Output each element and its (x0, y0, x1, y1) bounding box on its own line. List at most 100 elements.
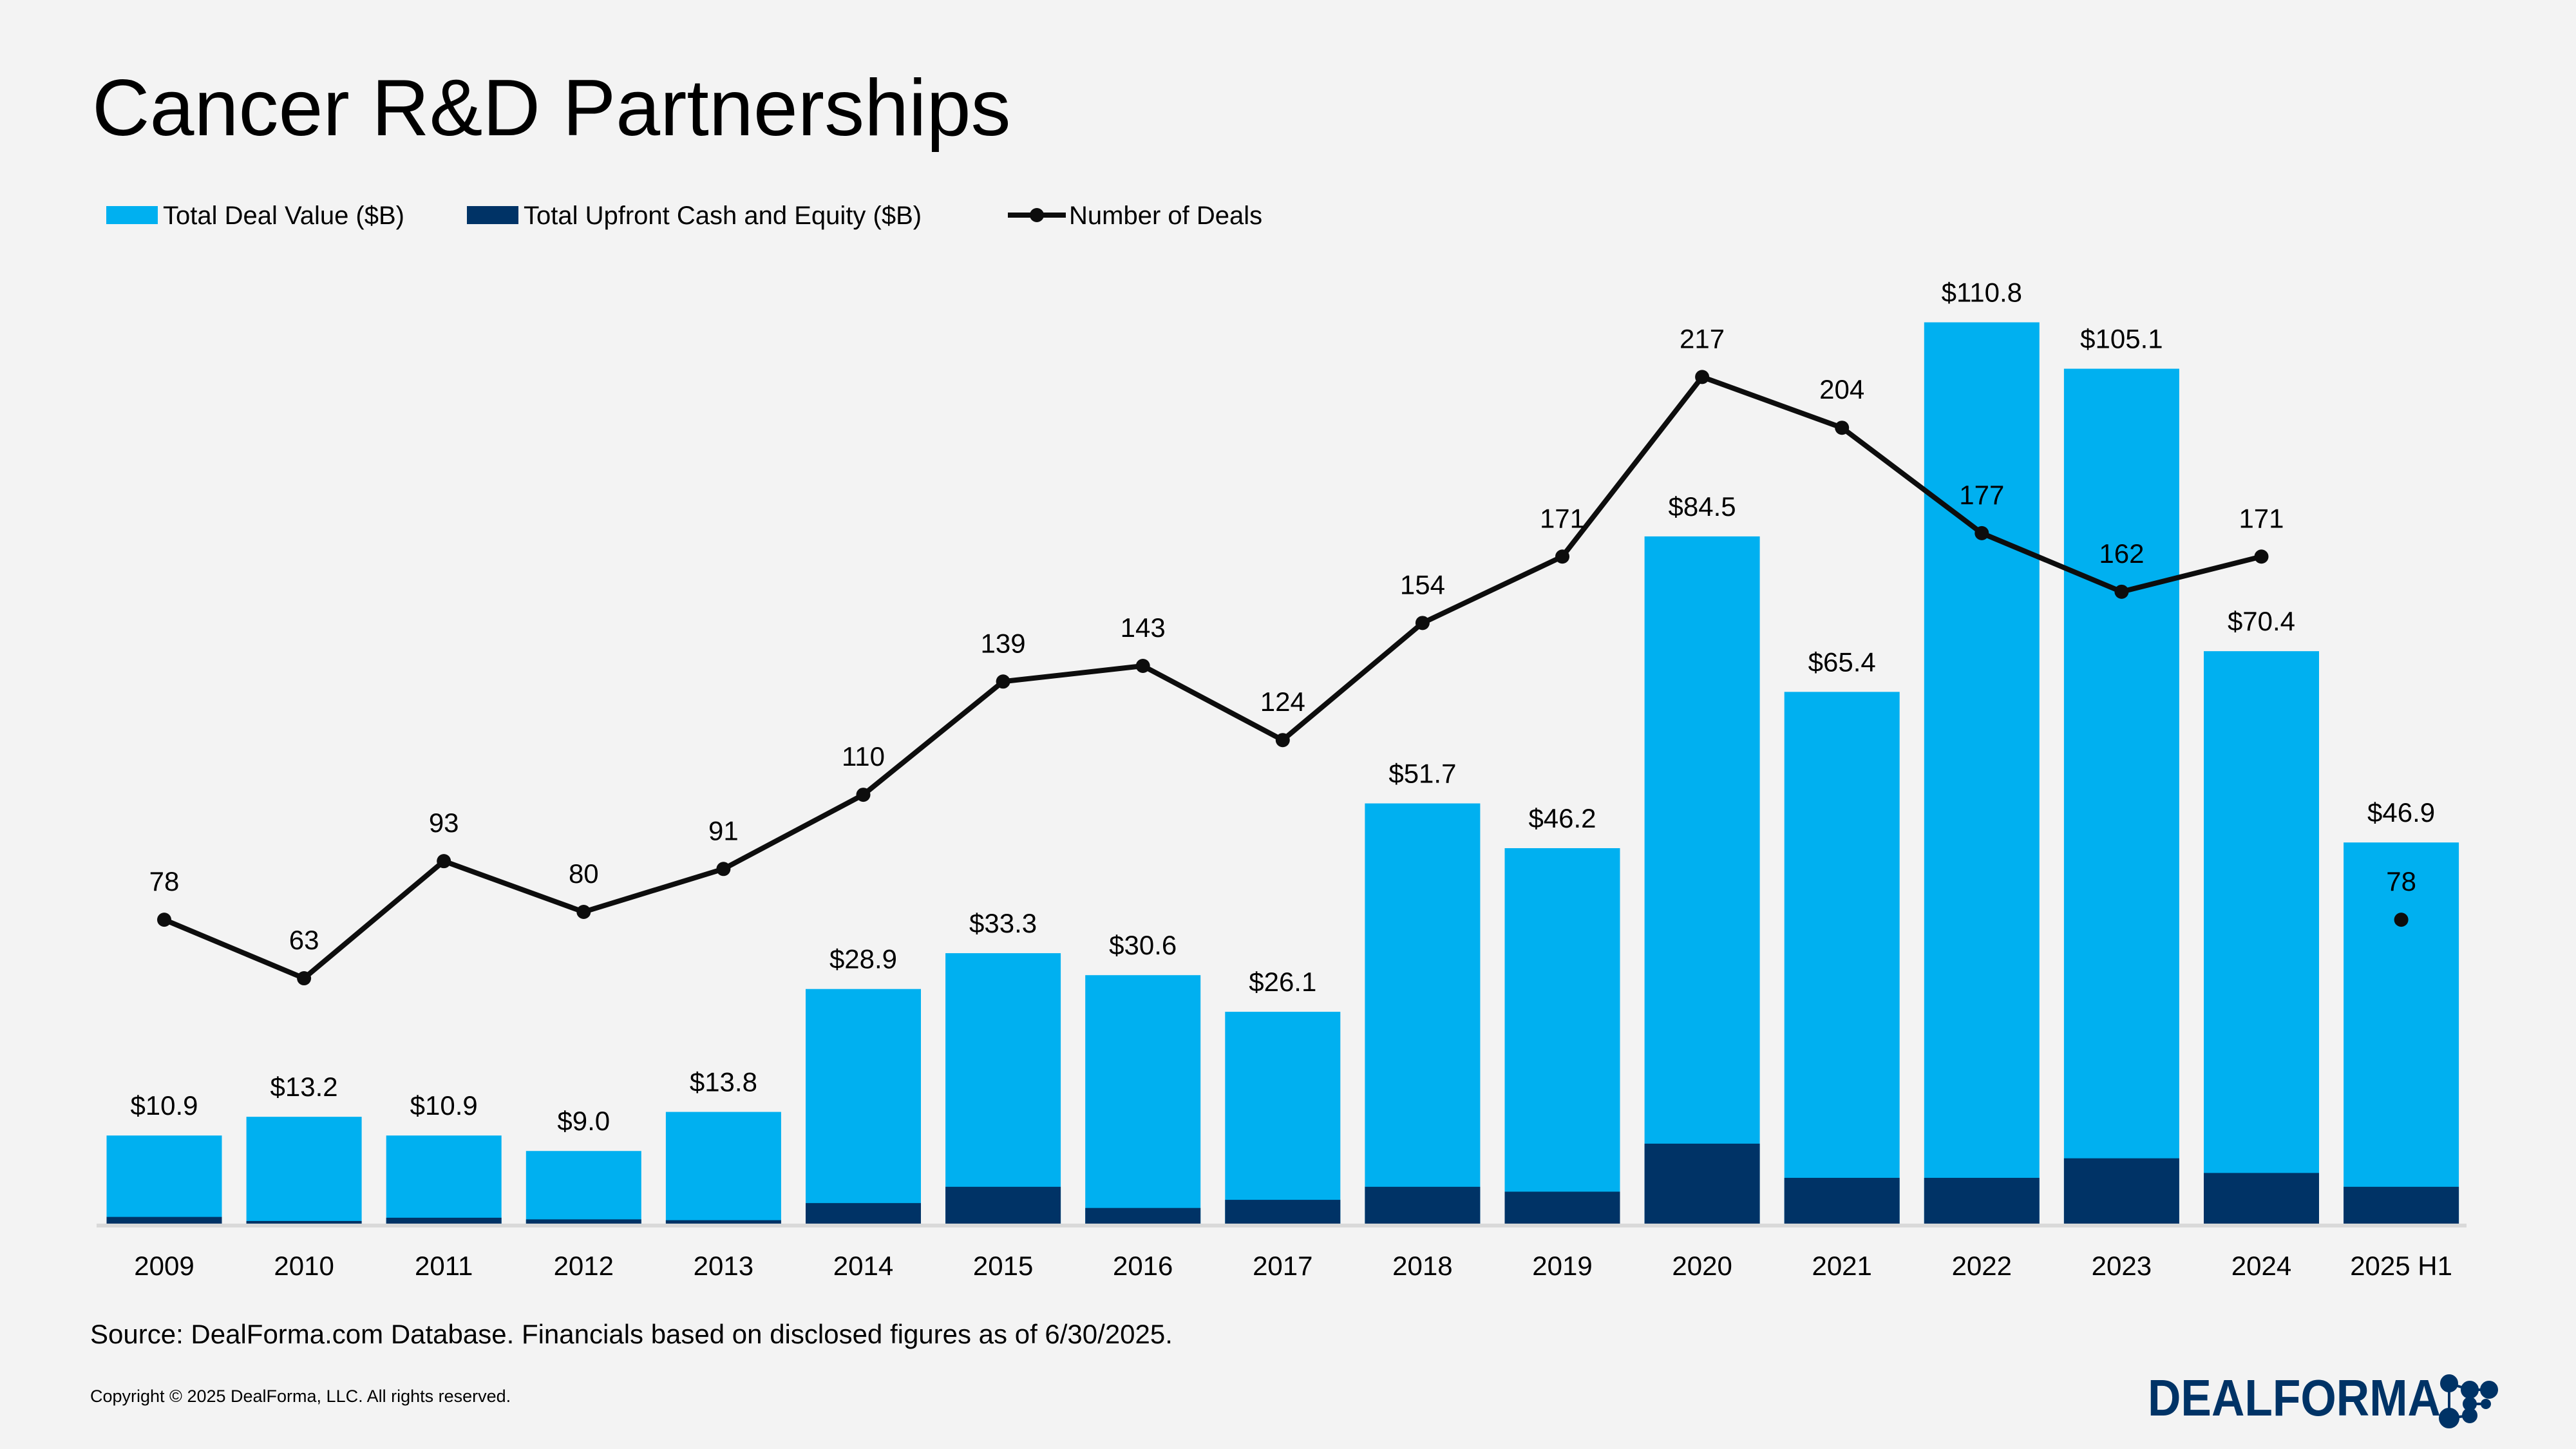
svg-text:DEALFORMA: DEALFORMA (2148, 1369, 2441, 1426)
deals-marker (1555, 549, 1569, 564)
data-label-value: $84.5 (1669, 491, 1736, 522)
legend-swatch-total-deal-value (106, 206, 158, 224)
x-tick-label: 2012 (554, 1251, 614, 1281)
bar-total-deal-value (1644, 536, 1760, 1224)
bar-upfront (2204, 1173, 2319, 1224)
bar-total-deal-value (1365, 803, 1481, 1224)
data-label-value: $110.8 (1942, 278, 2022, 308)
bar-total-deal-value (1085, 975, 1201, 1224)
data-label-deals: 143 (1121, 612, 1166, 643)
bar-total-deal-value (665, 1112, 781, 1224)
x-tick-label: 2010 (274, 1251, 334, 1281)
x-tick-label: 2015 (973, 1251, 1033, 1281)
x-tick-label: 2014 (833, 1251, 893, 1281)
data-label-value: $65.4 (1808, 647, 1876, 677)
x-tick-label: 2016 (1113, 1251, 1173, 1281)
labels: $10.9 2009 $13.2 2010 $10.9 2011 $9.0 2012 $13.8… (130, 278, 2452, 1281)
data-label-deals: 177 (1959, 480, 2004, 510)
bars (106, 322, 2459, 1225)
x-tick-label: 2011 (415, 1251, 473, 1281)
bar-upfront (2344, 1186, 2459, 1224)
data-label-deals: 154 (1400, 569, 1445, 600)
x-tick-label: 2025 H1 (2350, 1251, 2452, 1281)
data-label-deals: 78 (149, 866, 180, 896)
bar-upfront (246, 1220, 362, 1224)
data-label-deals: 63 (289, 925, 319, 955)
bar-total-deal-value (1225, 1012, 1341, 1224)
data-label-deals: 171 (1540, 503, 1585, 533)
bar-total-deal-value (806, 989, 921, 1224)
data-label-value: $28.9 (829, 944, 897, 974)
data-label-value: $51.7 (1388, 759, 1456, 789)
data-label-value: $13.8 (690, 1067, 757, 1097)
data-label-value: $13.2 (270, 1072, 338, 1102)
x-tick-label: 2023 (2092, 1251, 2152, 1281)
bar-upfront (1644, 1143, 1760, 1224)
data-label-deals: 78 (2386, 866, 2416, 896)
x-tick-label: 2019 (1532, 1251, 1592, 1281)
data-label-value: $46.9 (2367, 797, 2435, 828)
x-tick-label: 2018 (1392, 1251, 1452, 1281)
deals-marker (2254, 549, 2269, 564)
bar-total-deal-value (2204, 651, 2319, 1224)
legend-swatch-upfront (467, 206, 518, 224)
deals-line-group (157, 370, 2409, 986)
deals-marker (1975, 526, 1989, 540)
legend-label-total-deal-value: Total Deal Value ($B) (163, 202, 404, 230)
deals-marker (2114, 584, 2129, 599)
chart-title: Cancer R&D Partnerships (92, 64, 1011, 153)
bar-upfront (386, 1217, 502, 1224)
bar-total-deal-value (2344, 842, 2459, 1224)
bar-total-deal-value (1784, 692, 1900, 1224)
x-tick-label: 2020 (1672, 1251, 1732, 1281)
deals-marker (1415, 616, 1430, 630)
bar-total-deal-value (2063, 368, 2179, 1224)
bar-upfront (526, 1219, 641, 1224)
deals-marker (297, 971, 312, 986)
x-tick-label: 2009 (134, 1251, 194, 1281)
x-tick-label: 2013 (694, 1251, 753, 1281)
data-label-deals: 124 (1260, 687, 1305, 717)
data-label-deals: 139 (981, 628, 1026, 658)
deals-line (163, 374, 2262, 981)
deals-marker (1135, 659, 1150, 674)
copyright: Copyright © 2025 DealForma, LLC. All rig… (90, 1387, 511, 1406)
legend-swatch-deals-marker (1030, 208, 1044, 222)
bar-upfront (1504, 1191, 1620, 1224)
data-label-deals: 80 (569, 858, 599, 889)
x-tick-label: 2021 (1812, 1251, 1871, 1281)
data-label-deals: 204 (1819, 374, 1864, 404)
x-tick-label: 2017 (1253, 1251, 1312, 1281)
data-label-deals: 162 (2099, 538, 2144, 569)
bar-upfront (806, 1203, 921, 1224)
data-label-value: $26.1 (1249, 967, 1316, 997)
deals-marker (856, 788, 871, 802)
x-tick-label: 2022 (1952, 1251, 2012, 1281)
data-label-deals: 91 (708, 815, 739, 846)
deals-marker (996, 674, 1010, 689)
deals-marker (716, 862, 731, 876)
data-label-deals: 93 (429, 808, 459, 838)
data-label-value: $105.1 (2080, 324, 2163, 354)
bar-upfront (945, 1186, 1061, 1224)
bar-total-deal-value (526, 1151, 641, 1224)
bar-total-deal-value (1924, 322, 2040, 1225)
source-note: Source: DealForma.com Database. Financia… (90, 1319, 1173, 1349)
deals-marker (1275, 733, 1290, 748)
dealforma-logo: DEALFORMA (2148, 1369, 2498, 1428)
x-tick-label: 2024 (2231, 1251, 2291, 1281)
data-label-value: $9.0 (557, 1106, 610, 1136)
deals-marker (1695, 370, 1710, 384)
bar-upfront (2063, 1158, 2179, 1224)
bar-upfront (106, 1217, 222, 1224)
legend-label-deals: Number of Deals (1069, 202, 1262, 230)
deals-marker (437, 854, 451, 869)
data-label-deals: 171 (2239, 503, 2284, 533)
bar-upfront (1924, 1177, 2040, 1224)
bar-upfront (1085, 1208, 1201, 1224)
deals-marker (157, 913, 171, 927)
data-label-value: $30.6 (1109, 930, 1177, 960)
data-label-value: $70.4 (2228, 606, 2295, 636)
data-label-deals: 110 (842, 741, 885, 772)
